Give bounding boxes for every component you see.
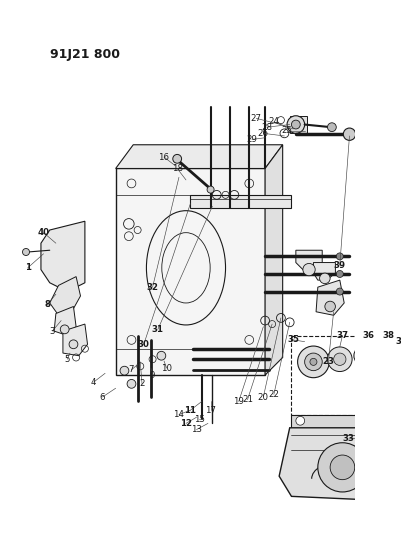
Circle shape bbox=[295, 416, 304, 425]
Circle shape bbox=[342, 128, 355, 140]
Circle shape bbox=[329, 455, 354, 480]
Text: 13: 13 bbox=[190, 425, 202, 434]
Text: 40: 40 bbox=[37, 228, 49, 237]
Circle shape bbox=[127, 379, 136, 388]
Circle shape bbox=[353, 346, 372, 366]
Text: 18: 18 bbox=[171, 164, 182, 173]
Circle shape bbox=[327, 347, 351, 372]
Text: 2: 2 bbox=[139, 379, 144, 389]
Text: 12: 12 bbox=[180, 419, 192, 428]
Text: 30: 30 bbox=[138, 340, 149, 349]
Polygon shape bbox=[63, 324, 87, 356]
Circle shape bbox=[317, 443, 366, 492]
Text: 28: 28 bbox=[261, 123, 271, 132]
Text: 7: 7 bbox=[128, 365, 134, 374]
Text: 4: 4 bbox=[91, 377, 96, 386]
Circle shape bbox=[22, 248, 29, 255]
Polygon shape bbox=[115, 168, 264, 375]
Polygon shape bbox=[315, 280, 343, 316]
Circle shape bbox=[120, 366, 129, 375]
Text: 6: 6 bbox=[99, 392, 105, 401]
Circle shape bbox=[302, 263, 314, 276]
Polygon shape bbox=[50, 277, 80, 316]
Text: 22: 22 bbox=[268, 390, 279, 399]
Polygon shape bbox=[278, 428, 401, 500]
Text: 23: 23 bbox=[322, 357, 334, 366]
Circle shape bbox=[336, 288, 342, 295]
Text: 1: 1 bbox=[25, 263, 31, 272]
Text: 29: 29 bbox=[246, 135, 257, 144]
Polygon shape bbox=[115, 145, 282, 168]
Text: 32: 32 bbox=[146, 282, 158, 292]
Circle shape bbox=[324, 301, 334, 312]
Text: 19: 19 bbox=[233, 397, 243, 406]
Circle shape bbox=[309, 358, 316, 366]
Polygon shape bbox=[54, 306, 76, 335]
Text: 91J21 800: 91J21 800 bbox=[50, 48, 119, 61]
Text: 17: 17 bbox=[205, 406, 216, 415]
Text: 14: 14 bbox=[173, 410, 184, 419]
Text: 16: 16 bbox=[158, 152, 169, 161]
Circle shape bbox=[376, 416, 385, 425]
Polygon shape bbox=[41, 221, 85, 292]
Text: 39: 39 bbox=[333, 261, 345, 270]
Circle shape bbox=[333, 353, 345, 366]
Circle shape bbox=[207, 186, 214, 193]
Circle shape bbox=[319, 273, 329, 284]
Polygon shape bbox=[313, 263, 334, 280]
Circle shape bbox=[60, 325, 69, 334]
Text: 21: 21 bbox=[241, 395, 252, 404]
Polygon shape bbox=[264, 145, 282, 375]
Circle shape bbox=[172, 155, 181, 163]
Circle shape bbox=[384, 368, 391, 375]
Text: 15: 15 bbox=[193, 415, 204, 424]
Polygon shape bbox=[289, 116, 306, 133]
Text: 3: 3 bbox=[49, 327, 55, 336]
Text: 8: 8 bbox=[44, 300, 50, 309]
Circle shape bbox=[291, 120, 300, 129]
Polygon shape bbox=[295, 250, 322, 271]
Circle shape bbox=[336, 253, 342, 260]
Circle shape bbox=[327, 123, 336, 132]
Text: 33: 33 bbox=[342, 434, 354, 443]
Polygon shape bbox=[291, 415, 387, 428]
Circle shape bbox=[358, 351, 367, 360]
Text: 5: 5 bbox=[65, 355, 70, 364]
Text: 25: 25 bbox=[281, 126, 292, 135]
Circle shape bbox=[156, 351, 165, 360]
Text: 38: 38 bbox=[381, 331, 393, 340]
Text: 10: 10 bbox=[161, 364, 172, 373]
Circle shape bbox=[304, 353, 322, 370]
Text: 36: 36 bbox=[362, 331, 374, 340]
Text: 26: 26 bbox=[257, 129, 268, 138]
FancyBboxPatch shape bbox=[291, 335, 387, 415]
Circle shape bbox=[286, 116, 304, 133]
Circle shape bbox=[297, 346, 328, 378]
Text: 27: 27 bbox=[250, 114, 261, 123]
Text: 11: 11 bbox=[184, 406, 196, 415]
Text: 20: 20 bbox=[257, 392, 268, 401]
Text: 35: 35 bbox=[287, 335, 298, 344]
Circle shape bbox=[69, 340, 78, 349]
Text: 34: 34 bbox=[394, 337, 401, 346]
Text: 24: 24 bbox=[268, 117, 279, 126]
Circle shape bbox=[336, 270, 342, 278]
Text: 9: 9 bbox=[150, 370, 155, 379]
Text: 31: 31 bbox=[152, 325, 164, 334]
Text: 37: 37 bbox=[336, 331, 348, 340]
Polygon shape bbox=[190, 195, 291, 208]
